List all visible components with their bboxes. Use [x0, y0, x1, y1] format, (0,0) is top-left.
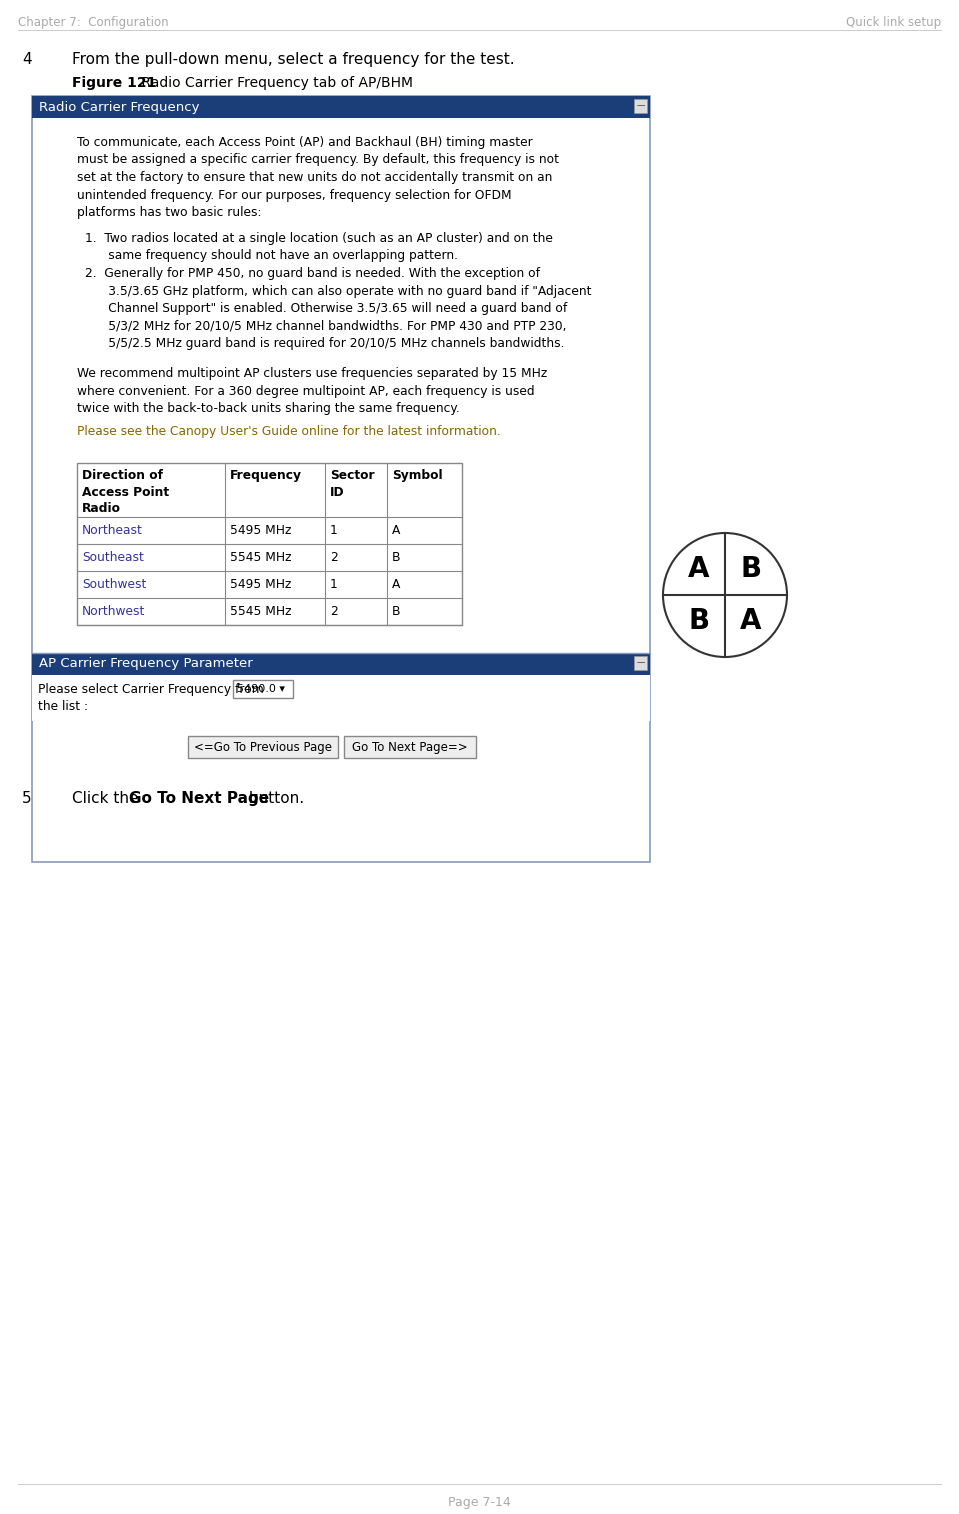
Text: 5545 MHz: 5545 MHz [230, 551, 292, 565]
Text: Sector
ID: Sector ID [330, 469, 375, 498]
Text: —: — [637, 101, 644, 111]
FancyBboxPatch shape [32, 95, 650, 118]
Text: Quick link setup: Quick link setup [846, 17, 941, 29]
Text: B: B [392, 551, 401, 565]
Text: From the pull-down menu, select a frequency for the test.: From the pull-down menu, select a freque… [72, 51, 515, 67]
Text: 1.  Two radios located at a single location (such as an AP cluster) and on the
 : 1. Two radios located at a single locati… [85, 232, 553, 262]
Text: the list :: the list : [38, 699, 88, 713]
Text: A: A [689, 556, 710, 583]
Text: Chapter 7:  Configuration: Chapter 7: Configuration [18, 17, 169, 29]
Text: Figure 121: Figure 121 [72, 76, 156, 89]
Text: 1: 1 [330, 578, 338, 590]
Text: We recommend multipoint AP clusters use frequencies separated by 15 MHz
where co: We recommend multipoint AP clusters use … [77, 366, 548, 415]
FancyBboxPatch shape [188, 736, 338, 759]
Text: B: B [740, 556, 761, 583]
FancyBboxPatch shape [344, 736, 476, 759]
Text: B: B [392, 606, 401, 618]
FancyBboxPatch shape [77, 463, 462, 625]
Text: 5: 5 [22, 790, 32, 805]
Text: 5545 MHz: 5545 MHz [230, 606, 292, 618]
Text: 4: 4 [22, 51, 32, 67]
Text: 5495 MHz: 5495 MHz [230, 578, 292, 590]
Text: 5495 MHz: 5495 MHz [230, 524, 292, 537]
Text: 2: 2 [330, 606, 338, 618]
Text: Please select Carrier Frequency from: Please select Carrier Frequency from [38, 683, 264, 696]
FancyBboxPatch shape [32, 95, 650, 861]
Text: 2.  Generally for PMP 450, no guard band is needed. With the exception of
      : 2. Generally for PMP 450, no guard band … [85, 266, 592, 350]
Text: A: A [740, 607, 761, 634]
Text: A: A [392, 524, 400, 537]
Text: <=Go To Previous Page: <=Go To Previous Page [194, 740, 332, 754]
Text: Click the: Click the [72, 790, 144, 805]
Text: A: A [392, 578, 400, 590]
Text: button.: button. [244, 790, 304, 805]
Text: 5490.0 ▾: 5490.0 ▾ [237, 684, 285, 693]
Text: 2: 2 [330, 551, 338, 565]
FancyBboxPatch shape [233, 680, 293, 698]
Text: B: B [689, 607, 710, 634]
FancyBboxPatch shape [32, 653, 650, 675]
Text: Symbol: Symbol [392, 469, 443, 481]
Text: Page 7-14: Page 7-14 [448, 1496, 511, 1509]
Text: Southwest: Southwest [82, 578, 147, 590]
Text: Northeast: Northeast [82, 524, 143, 537]
Text: Radio Carrier Frequency tab of AP/BHM: Radio Carrier Frequency tab of AP/BHM [137, 76, 413, 89]
Text: Please see the Canopy User's Guide online for the latest information.: Please see the Canopy User's Guide onlin… [77, 425, 501, 438]
Text: —: — [637, 659, 644, 668]
FancyBboxPatch shape [32, 675, 650, 721]
Text: Northwest: Northwest [82, 606, 146, 618]
Text: Go To Next Page: Go To Next Page [129, 790, 269, 805]
Text: AP Carrier Frequency Parameter: AP Carrier Frequency Parameter [39, 657, 253, 671]
Text: Radio Carrier Frequency: Radio Carrier Frequency [39, 100, 199, 114]
Text: To communicate, each Access Point (AP) and Backhaul (BH) timing master
must be a: To communicate, each Access Point (AP) a… [77, 136, 559, 220]
Text: 1: 1 [330, 524, 338, 537]
FancyBboxPatch shape [634, 656, 647, 671]
FancyBboxPatch shape [634, 98, 647, 114]
Text: Southeast: Southeast [82, 551, 144, 565]
Text: Go To Next Page=>: Go To Next Page=> [352, 740, 468, 754]
Text: Frequency: Frequency [230, 469, 302, 481]
Text: Direction of
Access Point
Radio: Direction of Access Point Radio [82, 469, 169, 515]
